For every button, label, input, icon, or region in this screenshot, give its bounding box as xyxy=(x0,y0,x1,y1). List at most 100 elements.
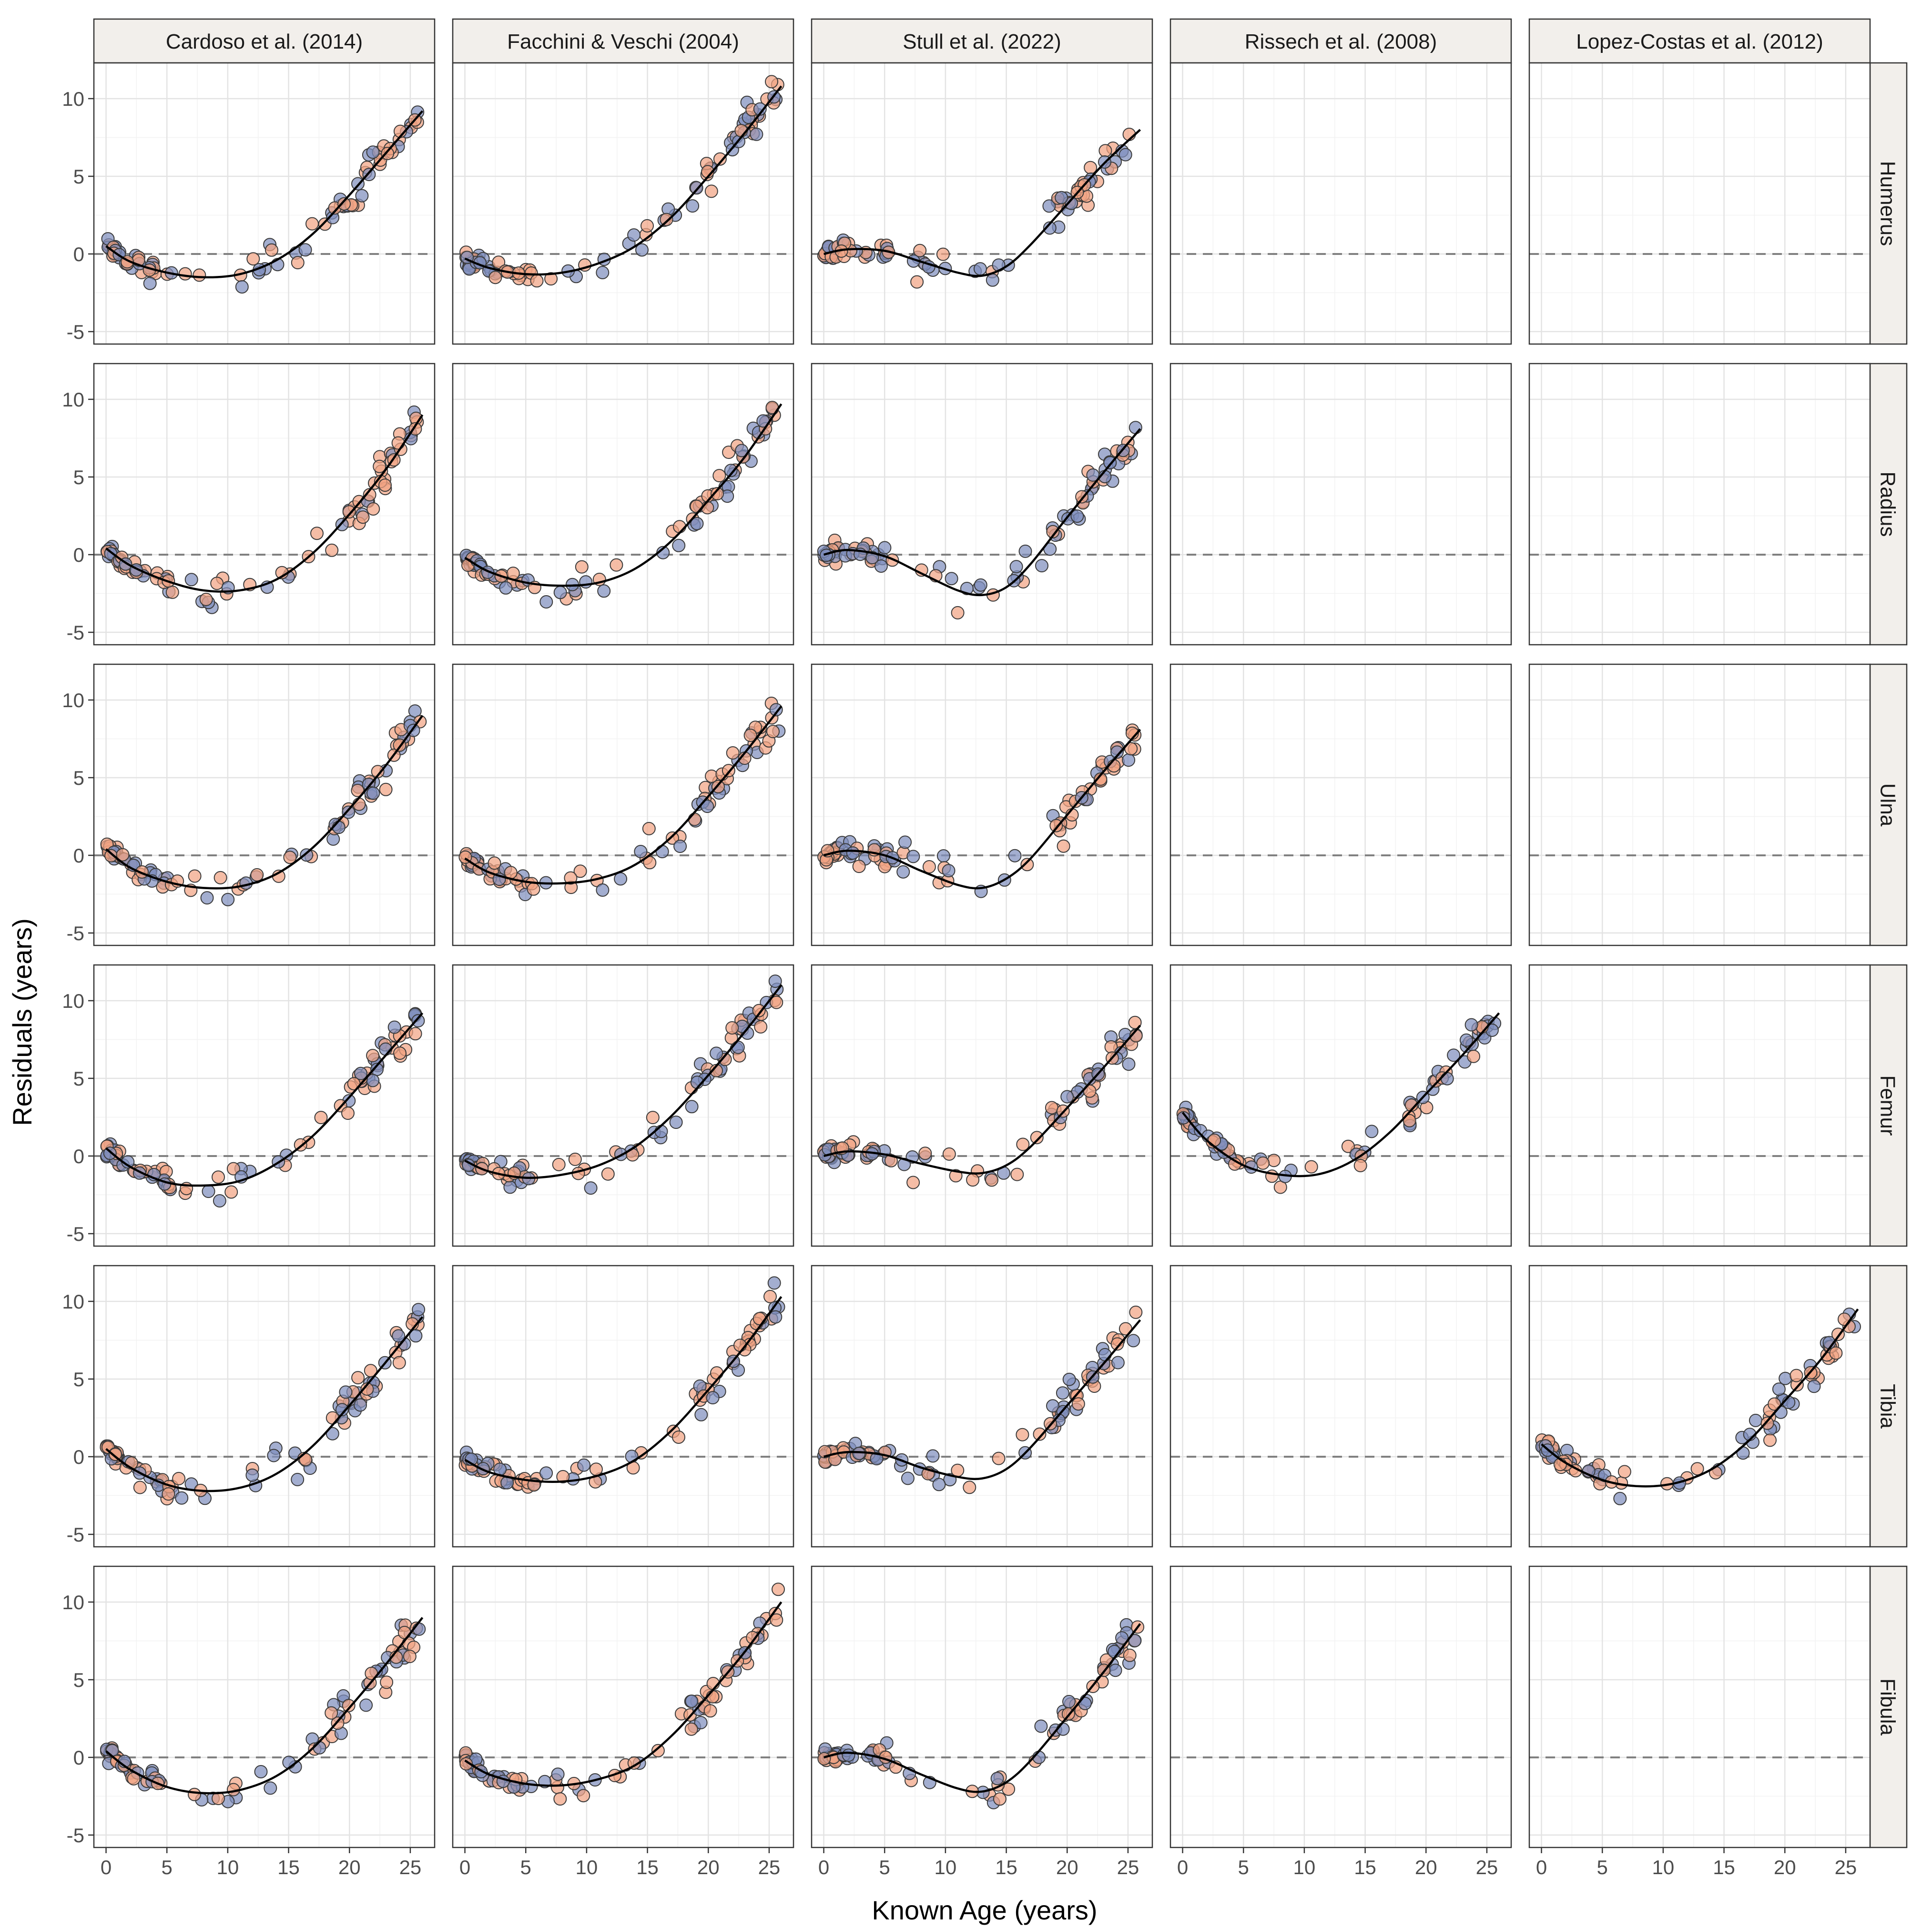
data-point-group-a xyxy=(1008,849,1022,863)
panel-femur-cardoso-et-al-2014: -5 0 5 10 xyxy=(62,964,436,1247)
data-point-group-a xyxy=(408,704,422,718)
panel-background xyxy=(1170,63,1511,344)
data-point-group-b xyxy=(380,1675,394,1689)
panel-border xyxy=(93,964,436,1247)
data-point-group-a xyxy=(986,273,999,287)
panel-tibia-rissech-et-al-2008 xyxy=(1169,1265,1512,1548)
x-tick-label: 0 xyxy=(459,1856,470,1878)
data-point-group-b xyxy=(770,1613,783,1627)
data-point-group-a xyxy=(870,1452,884,1466)
data-point-group-b xyxy=(1046,525,1060,538)
data-point-group-b xyxy=(725,1021,739,1035)
data-point-group-a xyxy=(1749,1413,1762,1427)
panel-fibula-rissech-et-al-2008: 0 5 10 15 20 25 xyxy=(1169,1565,1512,1878)
data-point-group-b xyxy=(1341,1139,1355,1153)
data-point-group-b xyxy=(712,469,726,483)
data-point-group-b xyxy=(381,147,395,161)
facet-panels: Cardoso et al. (2014) Facchini & Veschi (… xyxy=(62,18,1908,1878)
data-point-group-b xyxy=(165,585,179,599)
panel-background xyxy=(812,664,1152,945)
data-point-group-b xyxy=(906,1176,920,1189)
x-tick-label: 15 xyxy=(636,1856,659,1878)
y-tick-label: -5 xyxy=(67,1523,84,1546)
data-point-group-b xyxy=(573,864,587,878)
x-tick-label: 5 xyxy=(1238,1856,1249,1878)
data-point-group-a xyxy=(690,517,704,530)
x-tick-label: 25 xyxy=(758,1856,781,1878)
data-point-group-a xyxy=(387,1020,401,1034)
data-point-group-a xyxy=(932,1478,946,1492)
fitted-curve xyxy=(824,1025,1141,1175)
panel-background xyxy=(1529,1566,1870,1847)
x-tick-label: 15 xyxy=(1354,1856,1376,1878)
data-point-group-a xyxy=(634,845,648,858)
panel-border xyxy=(1169,363,1512,646)
data-point-group-a xyxy=(359,1698,373,1712)
data-point-group-a xyxy=(936,849,950,863)
panel-fibula-stull-et-al-2022: 0 5 10 15 20 25 xyxy=(811,1565,1153,1878)
data-point-group-b xyxy=(1016,1428,1029,1441)
data-point-group-a xyxy=(874,559,888,573)
panel-radius-facchini-veschi-2004 xyxy=(452,363,794,646)
data-point-group-b xyxy=(265,243,278,257)
data-point-group-b xyxy=(1829,1346,1843,1360)
data-point-group-b xyxy=(641,219,654,233)
data-point-group-b xyxy=(553,1792,567,1806)
y-tick-label: 10 xyxy=(62,1591,84,1613)
data-point-group-a xyxy=(366,786,380,800)
data-point-group-a xyxy=(1122,753,1136,767)
data-point-group-a xyxy=(1111,1356,1125,1370)
panel-border xyxy=(1169,663,1512,946)
data-point-group-a xyxy=(1807,1380,1821,1393)
y-tick-label: 5 xyxy=(73,767,84,789)
data-point-group-b xyxy=(188,1787,201,1801)
data-point-group-a xyxy=(200,891,214,905)
column-strip xyxy=(452,18,794,64)
x-tick-label: 20 xyxy=(1774,1856,1796,1878)
y-tick-label: -5 xyxy=(67,1824,84,1847)
data-point-group-b xyxy=(1790,1369,1803,1382)
data-point-group-a xyxy=(1098,1348,1112,1361)
y-tick-label: -5 xyxy=(67,1223,84,1245)
data-point-group-b xyxy=(178,267,192,281)
data-point-group-b xyxy=(1020,858,1034,872)
data-point-group-b xyxy=(325,543,339,557)
panel-tibia-cardoso-et-al-2014: -5 0 5 10 xyxy=(62,1265,436,1548)
panel-border xyxy=(1528,964,1871,1247)
x-tick-label: 20 xyxy=(697,1856,720,1878)
panel-border xyxy=(93,1565,436,1848)
panel-background xyxy=(94,965,435,1246)
data-point-group-b xyxy=(568,1152,582,1166)
x-tick-label: 20 xyxy=(1415,1856,1437,1878)
panel-background xyxy=(453,364,793,645)
y-tick-label: 5 xyxy=(73,1368,84,1390)
panel-background xyxy=(812,1566,1152,1847)
x-tick-label: 25 xyxy=(399,1856,422,1878)
data-point-group-b xyxy=(488,271,502,284)
data-point-group-a xyxy=(597,584,611,598)
fitted-curve xyxy=(464,984,783,1179)
data-point-group-b xyxy=(966,1173,980,1187)
data-point-group-b xyxy=(1617,1465,1631,1479)
panel-fibula-lopez-costas-et-al-2012: 0 5 10 15 20 25 xyxy=(1528,1565,1871,1878)
y-tick-label: 0 xyxy=(73,544,84,566)
data-point-group-b xyxy=(226,1162,240,1176)
data-point-group-b xyxy=(283,851,297,864)
data-point-group-a xyxy=(1365,1125,1379,1138)
panel-humerus-rissech-et-al-2008 xyxy=(1169,62,1512,345)
data-point-group-a xyxy=(1464,1018,1478,1032)
fitted-curve xyxy=(105,1316,424,1492)
data-point-group-b xyxy=(1016,1137,1030,1151)
panel-border xyxy=(811,964,1153,1247)
data-point-group-a xyxy=(614,872,628,886)
data-point-group-a xyxy=(499,581,513,595)
data-point-group-a xyxy=(906,850,920,863)
data-point-group-a xyxy=(1018,544,1032,558)
x-tick-label: 5 xyxy=(520,1856,531,1878)
data-point-group-a xyxy=(355,189,369,203)
data-point-group-a xyxy=(1055,191,1068,204)
data-point-group-a xyxy=(551,1767,565,1781)
data-point-group-a xyxy=(1440,1072,1454,1086)
panel-border xyxy=(811,62,1153,345)
data-point-group-b xyxy=(743,729,757,742)
